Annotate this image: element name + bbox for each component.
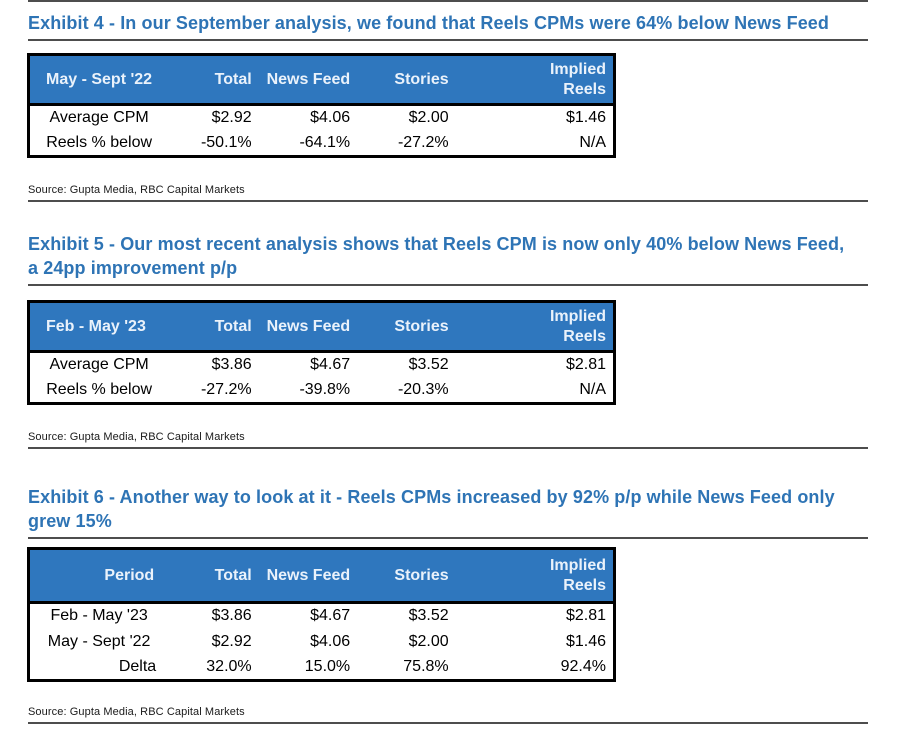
table-cell: N/A (455, 377, 615, 404)
header-cell-period: May - Sept '22 (46, 70, 153, 88)
table-row: Feb - May '23 $3.86 $4.67 $3.52 $2.81 (28, 602, 615, 629)
header-cell-period: Feb - May '23 (46, 317, 146, 335)
table-cell: $3.52 (357, 602, 456, 629)
exhibit-4-section: Exhibit 4 - In our September analysis, w… (27, 11, 868, 202)
exhibit-6-table: Period Total News Feed Stories Implied R… (27, 547, 616, 682)
header-cell-total: Total (214, 317, 252, 335)
table-header-row: Period Total News Feed Stories Implied R… (28, 548, 615, 603)
table-cell: $2.81 (455, 602, 615, 629)
table-cell: $2.92 (168, 628, 259, 655)
exhibit-5-section: Exhibit 5 - Our most recent analysis sho… (27, 232, 868, 449)
table-cell: $4.06 (258, 628, 358, 655)
table-cell: $1.46 (455, 104, 615, 131)
table-row: Reels % below -50.1% -64.1% -27.2% N/A (28, 130, 615, 157)
source-note: Source: Gupta Media, RBC Capital Markets (28, 184, 245, 196)
table-row-delta: Delta 32.0% 15.0% 75.8% 92.4% (28, 654, 615, 681)
table-header-row: Feb - May '23 Total News Feed Stories Im… (28, 301, 615, 352)
row-label: Reels % below (28, 130, 169, 157)
table-cell: $2.81 (455, 351, 615, 378)
table-cell: -39.8% (258, 377, 358, 404)
header-cell-implied-reels: Implied Reels (549, 557, 606, 594)
row-label: Reels % below (28, 377, 169, 404)
table-cell: $4.67 (258, 351, 358, 378)
table-row: Average CPM $3.86 $4.67 $3.52 $2.81 (28, 351, 615, 378)
row-label: May - Sept '22 (28, 628, 169, 655)
top-divider (28, 0, 868, 2)
table-row: May - Sept '22 $2.92 $4.06 $2.00 $1.46 (28, 628, 615, 655)
table-cell: $3.86 (168, 351, 259, 378)
source-note: Source: Gupta Media, RBC Capital Markets (28, 706, 245, 718)
table-cell: $3.86 (168, 602, 259, 629)
header-cell-stories: Stories (394, 70, 449, 88)
row-label: Average CPM (28, 104, 169, 131)
table-cell: $2.00 (357, 628, 456, 655)
source-note: Source: Gupta Media, RBC Capital Markets (28, 431, 245, 443)
report-content: Exhibit 4 - In our September analysis, w… (27, 0, 868, 724)
table-cell: $2.00 (357, 104, 456, 131)
table-cell: $3.52 (357, 351, 456, 378)
header-cell-stories: Stories (394, 317, 449, 335)
row-label: Delta (28, 654, 169, 681)
exhibit-5-table: Feb - May '23 Total News Feed Stories Im… (27, 300, 616, 405)
row-label: Feb - May '23 (28, 602, 169, 629)
table-cell: -64.1% (258, 130, 358, 157)
table-cell: -20.3% (357, 377, 456, 404)
bottom-divider (28, 722, 868, 724)
header-cell-news-feed: News Feed (266, 566, 351, 584)
table-cell: -50.1% (168, 130, 259, 157)
table-cell: -27.2% (168, 377, 259, 404)
exhibit-4-title: Exhibit 4 - In our September analysis, w… (28, 13, 830, 33)
table-cell: -27.2% (357, 130, 456, 157)
table-header-row: May - Sept '22 Total News Feed Stories I… (28, 54, 615, 105)
table-cell: N/A (455, 130, 615, 157)
header-cell-implied-reels: Implied Reels (549, 61, 606, 98)
header-cell-news-feed: News Feed (266, 70, 351, 88)
header-cell-news-feed: News Feed (266, 317, 351, 335)
table-cell: 32.0% (168, 654, 259, 681)
table-row: Average CPM $2.92 $4.06 $2.00 $1.46 (28, 104, 615, 131)
table-cell: 92.4% (455, 654, 615, 681)
exhibit-4-title-underline (28, 39, 868, 41)
row-label: Average CPM (28, 351, 169, 378)
exhibit-4-table: May - Sept '22 Total News Feed Stories I… (27, 53, 616, 158)
table-cell: $1.46 (455, 628, 615, 655)
header-cell-period: Period (104, 566, 155, 584)
table-cell: 15.0% (258, 654, 358, 681)
exhibit-6-title: Exhibit 6 - Another way to look at it - … (28, 487, 835, 531)
table-cell: $4.67 (258, 602, 358, 629)
table-cell: $2.92 (168, 104, 259, 131)
header-cell-stories: Stories (394, 566, 449, 584)
section-divider (28, 447, 868, 449)
section-divider (28, 200, 868, 202)
table-cell: $4.06 (258, 104, 358, 131)
exhibit-5-title: Exhibit 5 - Our most recent analysis sho… (28, 234, 845, 278)
header-cell-total: Total (214, 70, 252, 88)
table-row: Reels % below -27.2% -39.8% -20.3% N/A (28, 377, 615, 404)
header-cell-implied-reels: Implied Reels (549, 308, 606, 345)
exhibit-6-section: Exhibit 6 - Another way to look at it - … (27, 485, 868, 724)
exhibit-6-title-underline (28, 537, 868, 539)
exhibit-5-title-underline (28, 284, 868, 286)
table-cell: 75.8% (357, 654, 456, 681)
header-cell-total: Total (214, 566, 252, 584)
